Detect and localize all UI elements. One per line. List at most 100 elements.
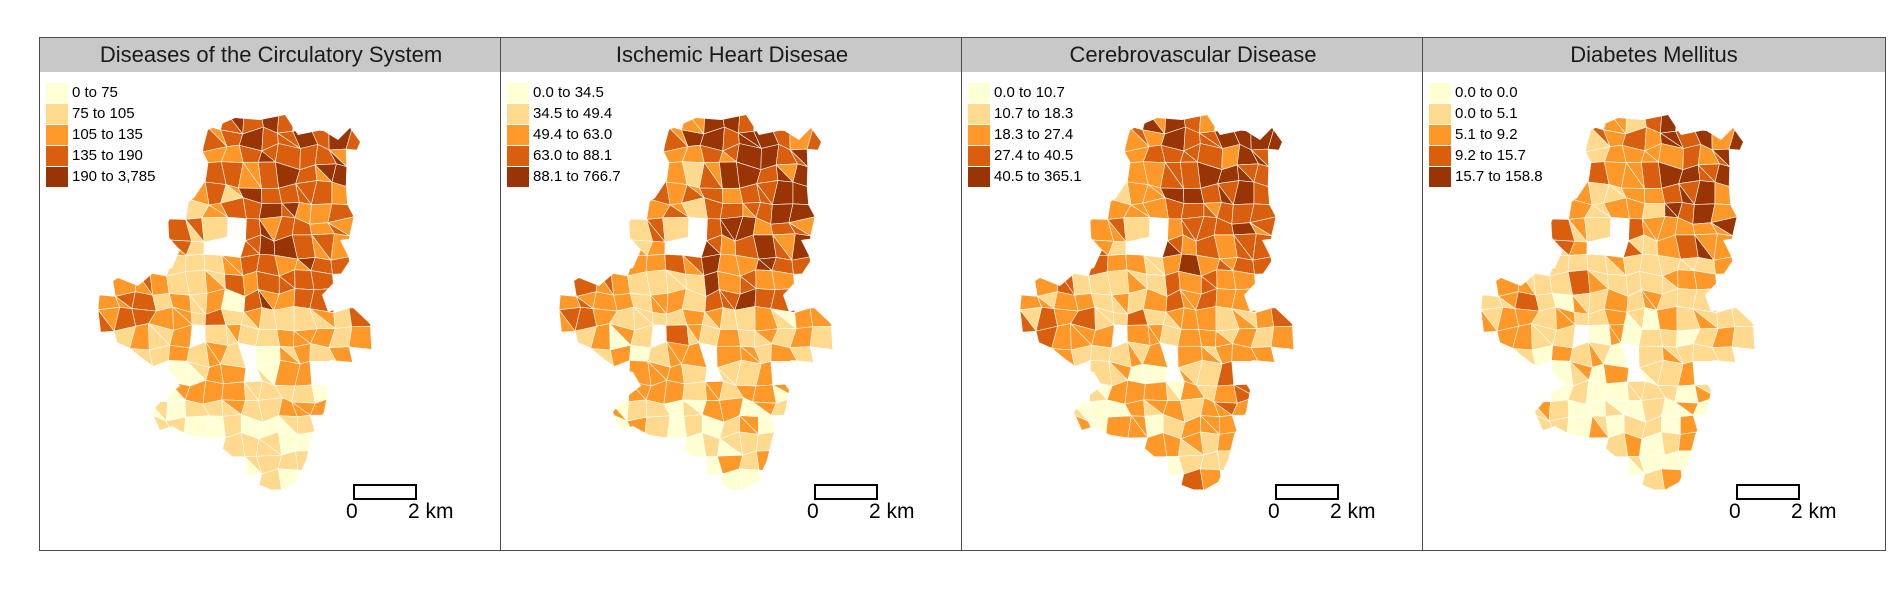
census-tract (1087, 416, 1109, 439)
census-tract (1195, 306, 1217, 332)
scale-label-end: 2 km (1791, 500, 1837, 523)
census-tract (1674, 384, 1699, 404)
census-tract (220, 363, 247, 385)
legend-label: 5.1 to 9.2 (1455, 126, 1518, 143)
census-tract (756, 431, 777, 452)
census-tract (1217, 450, 1233, 472)
census-tract (295, 431, 316, 452)
census-tract (1177, 329, 1202, 347)
panel-header: Cerebrovascular Disease (961, 37, 1425, 73)
census-tract (221, 381, 246, 401)
census-tract (1219, 414, 1238, 435)
map-legend: 0 to 75 75 to 105 105 to 135 135 to 190 … (46, 82, 155, 187)
census-tract (629, 344, 652, 362)
legend-item: 9.2 to 15.7 (1429, 145, 1543, 166)
census-tract (330, 233, 350, 261)
census-tract (738, 468, 762, 491)
legend-swatch (507, 166, 529, 187)
census-tract (1659, 329, 1678, 348)
census-tract (1480, 308, 1498, 333)
census-tract (201, 216, 229, 243)
map-panel-diabetes: Diabetes Mellitus 0.0 to 0.0 0.0 to 5.1 … (1422, 37, 1886, 552)
legend-swatch (507, 145, 529, 166)
census-tract (809, 306, 834, 328)
panel-header: Diabetes Mellitus (1422, 37, 1886, 73)
legend-swatch (46, 124, 68, 145)
census-tract (1127, 415, 1149, 439)
legend-item: 88.1 to 766.7 (507, 166, 621, 187)
legend-item: 190 to 3,785 (46, 166, 155, 187)
census-tract (1217, 431, 1238, 452)
legend-item: 40.5 to 365.1 (968, 166, 1082, 187)
census-tract (1644, 187, 1666, 204)
census-tract (1638, 329, 1663, 347)
census-tract (261, 187, 283, 204)
scale-label-start: 0 (1268, 500, 1280, 523)
choropleth-map (558, 115, 834, 491)
census-tract (651, 312, 668, 326)
census-tract (756, 450, 772, 472)
legend-swatch (507, 124, 529, 145)
census-tract (752, 384, 777, 404)
legend-label: 190 to 3,785 (72, 168, 156, 185)
census-tract (662, 216, 690, 243)
census-tract (1548, 416, 1570, 439)
legend-label: 27.4 to 40.5 (994, 147, 1074, 164)
census-tract (1270, 306, 1295, 328)
census-tract (184, 254, 206, 273)
map-legend: 0.0 to 10.7 10.7 to 18.3 18.3 to 27.4 27… (968, 82, 1082, 187)
legend-label: 0.0 to 5.1 (1455, 105, 1518, 122)
map-panel-cerebrovascular: Cerebrovascular Disease 0.0 to 10.7 10.7… (961, 37, 1425, 552)
legend-label: 0.0 to 34.5 (533, 84, 604, 101)
panel-title: Cerebrovascular Disease (1069, 42, 1317, 67)
census-tract (244, 455, 263, 477)
legend-item: 0.0 to 10.7 (968, 82, 1082, 103)
census-tract (791, 256, 813, 275)
census-tract (1019, 308, 1037, 333)
census-tract (165, 416, 187, 439)
panel-header: Ischemic Heart Disesae (500, 37, 964, 73)
legend-item: 49.4 to 63.0 (507, 124, 621, 145)
legend-item: 18.3 to 27.4 (968, 124, 1082, 145)
census-tract (276, 329, 295, 348)
scale-label-start: 0 (1729, 500, 1741, 523)
legend-label: 10.7 to 18.3 (994, 105, 1074, 122)
legend-item: 75 to 105 (46, 103, 155, 124)
census-tract (291, 384, 316, 404)
legend-item: 5.1 to 9.2 (1429, 124, 1543, 145)
census-tract (1731, 325, 1756, 350)
census-tract (791, 233, 811, 261)
legend-label: 105 to 135 (72, 126, 143, 143)
census-tract (1584, 216, 1612, 243)
census-tract (1550, 360, 1574, 387)
legend-swatch (46, 145, 68, 166)
legend-swatch (1429, 145, 1451, 166)
legend-label: 15.7 to 158.8 (1455, 168, 1543, 185)
legend-swatch (507, 103, 529, 124)
census-tract (1567, 254, 1589, 273)
legend-label: 9.2 to 15.7 (1455, 147, 1526, 164)
legend-swatch (1429, 82, 1451, 103)
census-tract (1680, 414, 1699, 435)
choropleth-map (1019, 115, 1295, 491)
choropleth-map (1480, 115, 1756, 491)
census-tract (205, 415, 227, 439)
legend-label: 0.0 to 10.7 (994, 84, 1065, 101)
census-tract (1199, 468, 1223, 491)
census-tract (1678, 431, 1699, 452)
census-tract (1588, 415, 1610, 439)
legend-swatch (1429, 124, 1451, 145)
map-panel-circulatory: Diseases of the Circulatory System 0 to … (39, 37, 503, 552)
census-tract (628, 360, 652, 387)
census-tract (295, 450, 311, 472)
census-tract (183, 415, 210, 439)
legend-item: 0 to 75 (46, 82, 155, 103)
legend-label: 75 to 105 (72, 105, 135, 122)
legend-item: 34.5 to 49.4 (507, 103, 621, 124)
panel-map-area: 0.0 to 10.7 10.7 to 18.3 18.3 to 27.4 27… (961, 72, 1425, 551)
census-tract (1123, 216, 1151, 243)
legend-label: 135 to 190 (72, 147, 143, 164)
census-tract (1604, 381, 1629, 401)
map-legend: 0.0 to 0.0 0.0 to 5.1 5.1 to 9.2 9.2 to … (1429, 82, 1543, 187)
census-tract (277, 115, 294, 134)
